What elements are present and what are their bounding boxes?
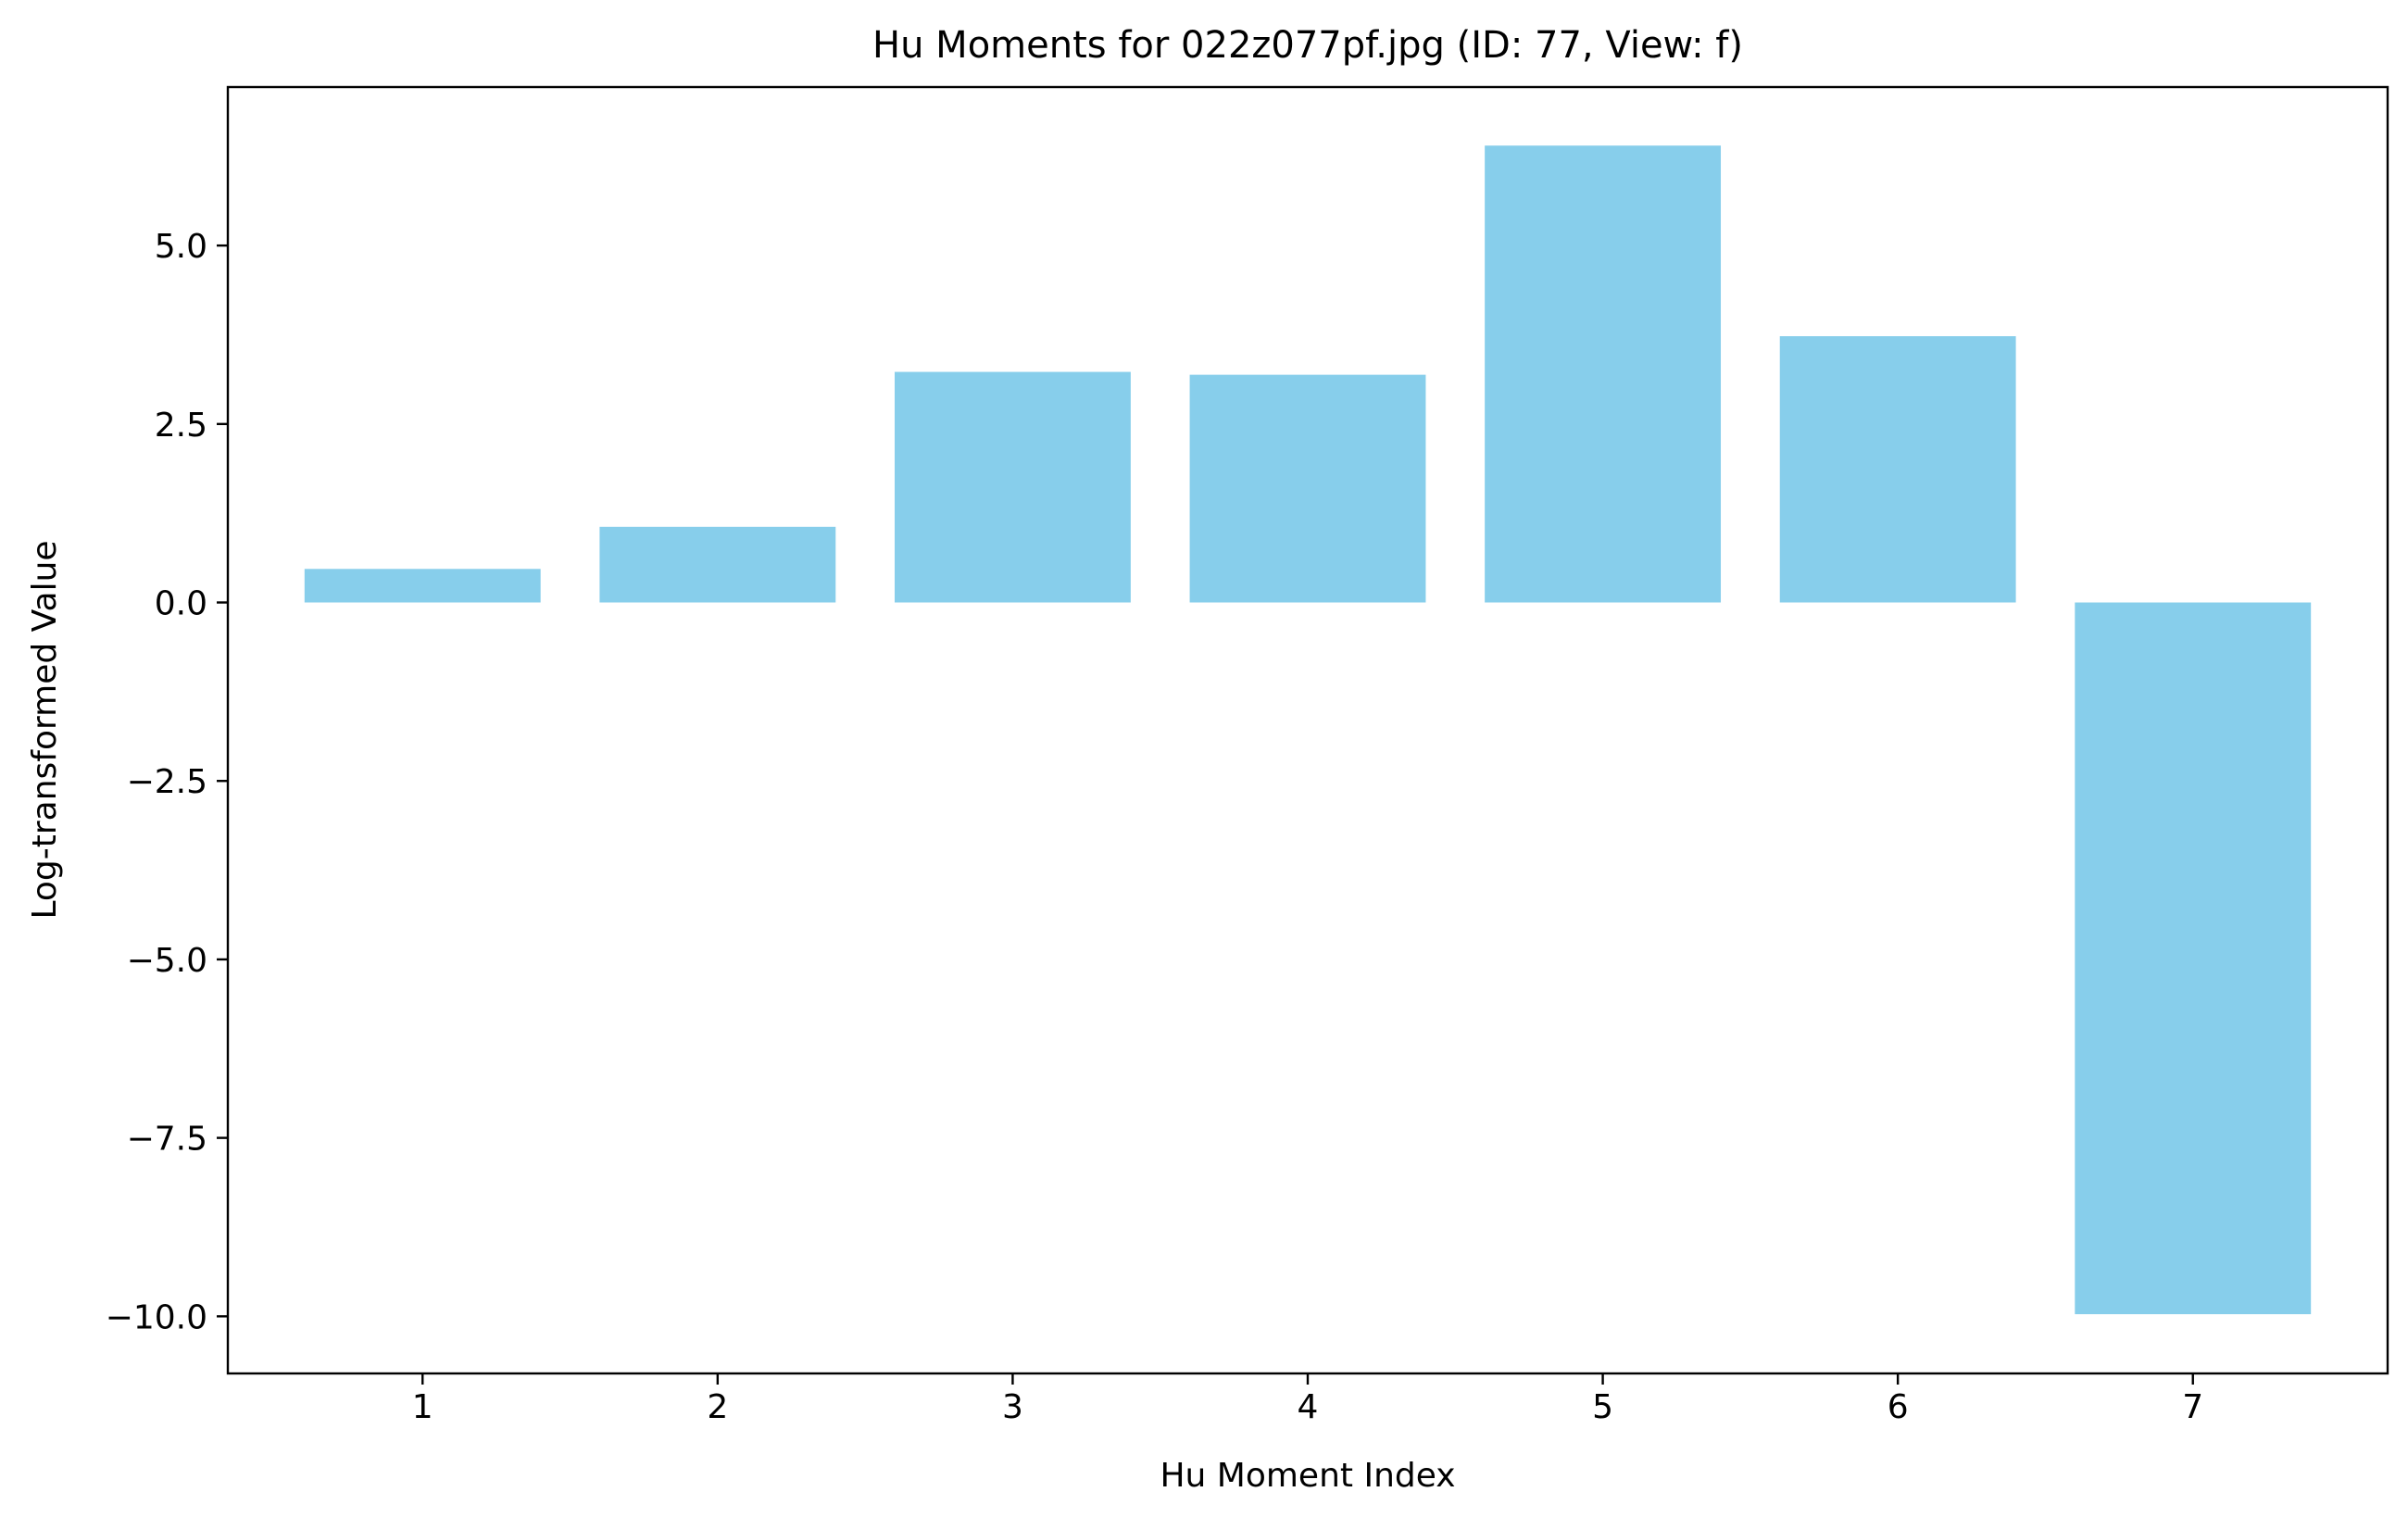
bar-6 (1779, 336, 2016, 603)
x-tick-label-3: 3 (1002, 1388, 1023, 1426)
y-axis-ticks: −10.0 −7.5 −5.0 −2.5 0.0 2.5 5.0 (106, 228, 228, 1336)
y-tick-label-3: −2.5 (127, 763, 207, 801)
y-tick-label-6: 5.0 (155, 228, 207, 266)
y-tick-label-5: 2.5 (155, 407, 207, 445)
x-tick-label-4: 4 (1298, 1388, 1319, 1426)
bar-5 (1485, 145, 1722, 603)
x-tick-label-2: 2 (707, 1388, 728, 1426)
x-tick-label-7: 7 (2182, 1388, 2203, 1426)
y-tick-label-2: −5.0 (127, 942, 207, 980)
bar-3 (894, 371, 1131, 603)
chart-title: Hu Moments for 022z077pf.jpg (ID: 77, Vi… (872, 24, 1743, 67)
bar-1 (304, 569, 541, 603)
x-tick-label-6: 6 (1888, 1388, 1909, 1426)
y-tick-label-4: 0.0 (155, 585, 207, 623)
bar-4 (1189, 374, 1426, 603)
x-tick-label-5: 5 (1592, 1388, 1613, 1426)
x-tick-label-1: 1 (412, 1388, 433, 1426)
bar-2 (599, 526, 836, 603)
y-axis-label: Log-transformed Value (26, 540, 64, 919)
x-axis-label: Hu Moment Index (1160, 1457, 1455, 1495)
bar-7 (2075, 602, 2312, 1315)
plot-area-frame (226, 85, 2389, 1375)
y-tick-label-0: −10.0 (106, 1298, 207, 1336)
bars-group (304, 145, 2312, 1315)
x-axis-ticks: 1 2 3 4 5 6 7 (412, 1373, 2203, 1426)
y-tick-label-1: −7.5 (127, 1121, 207, 1159)
